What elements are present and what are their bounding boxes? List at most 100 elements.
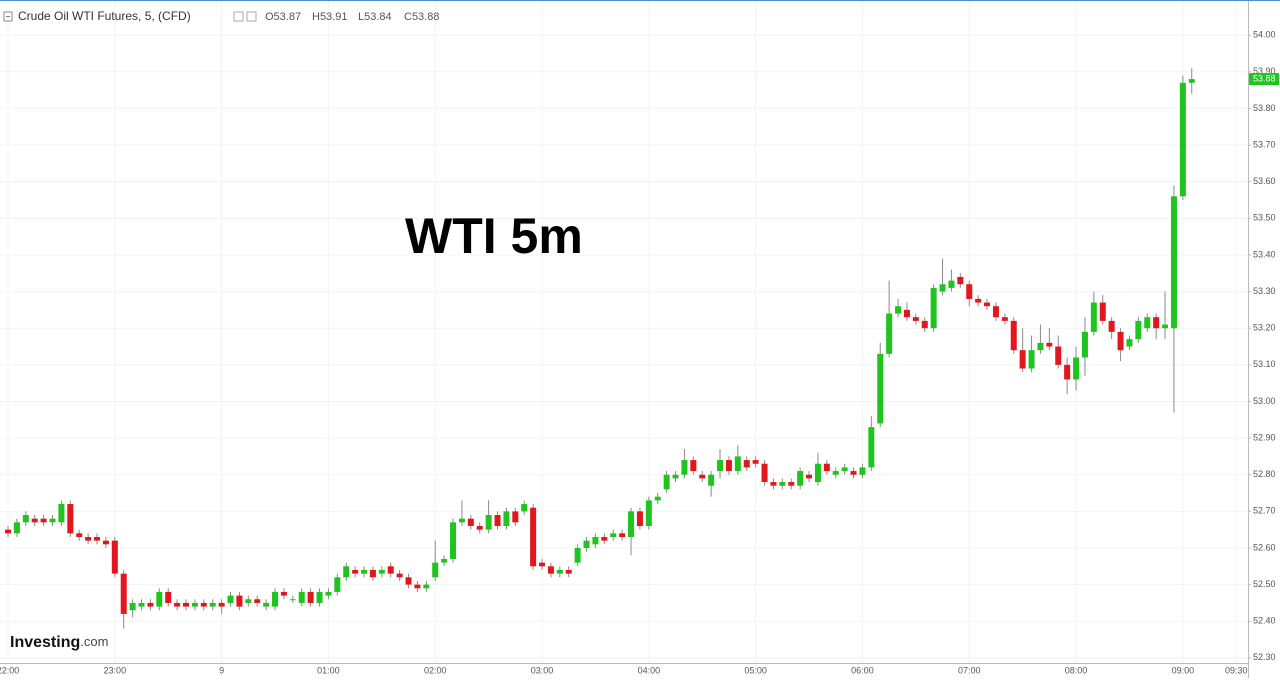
candle-body (378, 569, 385, 574)
candle-body (263, 602, 270, 607)
candle-body (1010, 320, 1017, 351)
candle-body (1046, 342, 1053, 347)
candle-body (1099, 302, 1106, 321)
candle-body (396, 573, 403, 578)
x-tick-label: 09:00 (1172, 665, 1195, 675)
candle-body (992, 306, 999, 318)
y-tick-label: 53.60 (1253, 176, 1276, 186)
candle-body (218, 602, 225, 607)
y-tick-label: 53.80 (1253, 103, 1276, 113)
candle-body (708, 474, 715, 486)
candle-body (814, 463, 821, 483)
candle-body (441, 558, 448, 563)
candle-body (717, 460, 724, 472)
y-tick-label: 53.70 (1253, 139, 1276, 149)
annotation: WTI 5m (405, 208, 583, 264)
candles (5, 68, 1195, 629)
candle-body (530, 507, 537, 567)
logo: Investing.com (10, 634, 108, 651)
candle-body (289, 599, 296, 601)
candle-body (40, 518, 47, 523)
candle-body (352, 569, 359, 574)
candle-body (1144, 317, 1151, 329)
candle-body (22, 515, 29, 523)
y-tick-label: 52.70 (1253, 506, 1276, 516)
x-tick-label: 07:00 (958, 665, 981, 675)
candle-body (236, 595, 243, 607)
candle-body (752, 460, 759, 464)
x-tick-label: 03:00 (531, 665, 554, 675)
candle-body (957, 276, 964, 285)
candle-body (610, 533, 617, 537)
y-tick-label: 53.90 (1253, 66, 1276, 76)
candle-body (886, 313, 893, 354)
candle-body (343, 566, 350, 578)
candle-body (183, 602, 190, 607)
last-price-box (1249, 73, 1279, 86)
logo-suffix: .com (80, 634, 108, 649)
axes: 52.30 52.40 52.50 52.60 52.70 52.80 52.90 53.00… (0, 30, 1279, 675)
candle-body (1019, 350, 1026, 369)
candle-body (645, 500, 652, 527)
candle-body (1055, 346, 1062, 365)
candle-body (966, 284, 973, 299)
settings-icon[interactable] (233, 11, 244, 22)
candle-body (930, 287, 937, 329)
candle-body (361, 569, 368, 574)
candle-body (334, 577, 341, 592)
candle-body (1001, 317, 1008, 321)
candle-body (948, 280, 955, 288)
candle-body (5, 529, 12, 534)
chart-title: Crude Oil WTI Futures, 5, (CFD) (18, 9, 191, 23)
x-tick-label: 02:00 (424, 665, 447, 675)
candle-body (165, 591, 172, 603)
candle-body (770, 482, 777, 486)
candle-body (147, 602, 154, 607)
candle-body (975, 298, 982, 303)
y-tick-label: 52.60 (1253, 542, 1276, 552)
ohlc-open: O53.87 (265, 11, 301, 23)
candle-body (280, 591, 287, 596)
candle-body (921, 320, 928, 329)
ohlc-high: H53.91 (312, 11, 347, 23)
candle-body (450, 522, 457, 559)
candle-body (547, 566, 554, 574)
candle-body (868, 427, 875, 468)
candle-body (806, 474, 813, 479)
candle-body (1081, 331, 1088, 358)
candle-body (1162, 324, 1169, 329)
candle-body (672, 474, 679, 479)
candle-body (174, 602, 181, 607)
candle-body (129, 602, 136, 611)
candle-body (1126, 339, 1133, 347)
candle-body (1153, 317, 1160, 329)
candle-body (601, 536, 608, 541)
y-tick-label: 53.30 (1253, 286, 1276, 296)
candle-body (476, 526, 483, 530)
close-icon[interactable] (246, 11, 257, 22)
candle-body (432, 562, 439, 578)
x-tick-label: 23:00 (104, 665, 127, 675)
candle-body (13, 522, 20, 534)
x-tick-label: 08:00 (1065, 665, 1088, 675)
candle-body (654, 496, 661, 501)
candle-body (539, 562, 546, 567)
candle-body (58, 504, 65, 523)
candle-body (405, 577, 412, 585)
ohlc-low: L53.84 (358, 11, 392, 23)
collapse-icon[interactable] (3, 11, 13, 22)
candle-body (387, 566, 394, 574)
candle-body (841, 467, 848, 472)
x-tick-label: 04:00 (638, 665, 661, 675)
candle-body (1090, 302, 1097, 332)
candle-body (565, 569, 572, 574)
candle-body (298, 591, 305, 603)
candle-body (227, 595, 234, 603)
price-axis-bg (1248, 1, 1280, 678)
candle-body (761, 463, 768, 483)
x-tick-label: 01:00 (317, 665, 340, 675)
candle-body (245, 599, 252, 603)
candle-body (521, 504, 528, 512)
